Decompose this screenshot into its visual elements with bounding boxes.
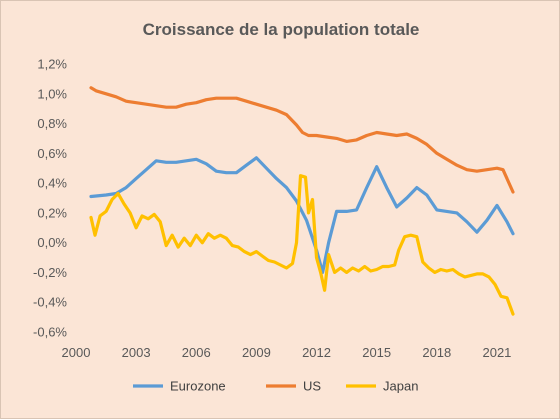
series-line-eurozone: [89, 156, 515, 274]
y-tick-label: 0,2%: [37, 205, 67, 220]
y-tick-label: 0,8%: [37, 116, 67, 131]
legend: Eurozone US Japan: [133, 379, 418, 394]
x-tick-label: 2009: [242, 345, 271, 360]
y-tick-label: 0,0%: [37, 235, 67, 250]
x-tick-label: 2003: [122, 345, 151, 360]
y-axis: 1,2% 1,0% 0,8% 0,6% 0,4% 0,2% 0,0% -0,2% -0,4% -0…: [33, 57, 67, 340]
y-tick-label: 1,2%: [37, 57, 67, 72]
x-tick-label: 2021: [482, 345, 511, 360]
x-tick-label: 2000: [62, 345, 91, 360]
y-tick-label: 0,4%: [37, 176, 67, 191]
legend-label-us: US: [303, 379, 321, 394]
y-tick-label: -0,4%: [33, 295, 67, 310]
y-tick-label: 0,6%: [37, 146, 67, 161]
series-line-us: [89, 86, 515, 194]
legend-label-japan: Japan: [383, 379, 418, 394]
x-tick-label: 2015: [362, 345, 391, 360]
x-tick-label: 2012: [302, 345, 331, 360]
series-line-japan: [89, 174, 515, 316]
x-tick-label: 2018: [422, 345, 451, 360]
y-tick-label: 1,0%: [37, 86, 67, 101]
chart-title: Croissance de la population totale: [143, 20, 420, 39]
legend-label-eurozone: Eurozone: [170, 379, 226, 394]
x-tick-label: 2006: [182, 345, 211, 360]
plot-area: [89, 86, 515, 316]
y-tick-label: -0,2%: [33, 265, 67, 280]
y-tick-label: -0,6%: [33, 325, 67, 340]
x-axis: 2000 2003 2006 2009 2012 2015 2018 2021: [62, 345, 512, 360]
